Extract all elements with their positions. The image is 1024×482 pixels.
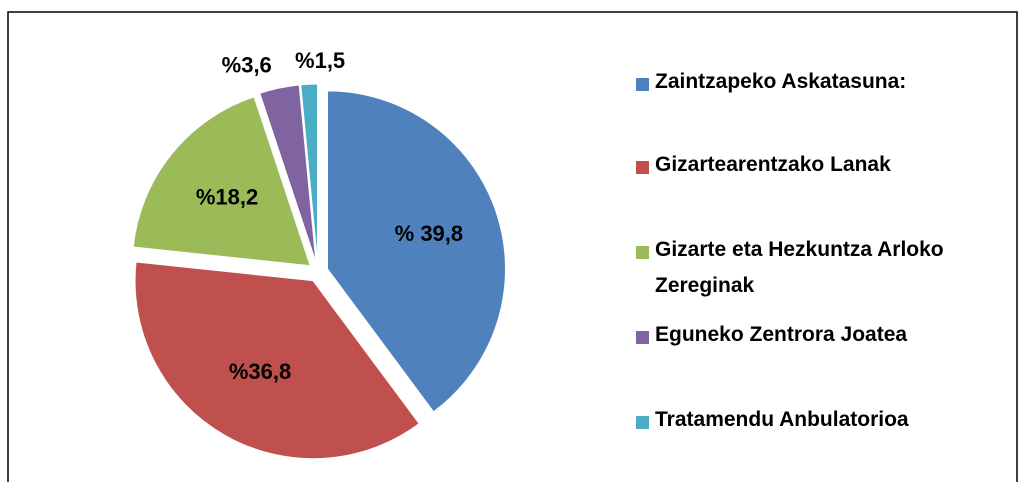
data-label: %3,6 (222, 52, 272, 77)
legend-item: Eguneko Zentrora Joatea (636, 323, 907, 353)
legend-swatch (636, 78, 649, 91)
legend-swatch (636, 161, 649, 174)
legend-label: Gizarte eta Hezkuntza Arloko Zereginak (655, 238, 944, 297)
pie-slice (259, 84, 317, 263)
legend-label: Zaintzapeko Askatasuna: (655, 70, 907, 93)
legend-swatch (636, 416, 649, 429)
data-label: %18,2 (196, 185, 258, 210)
data-label: %36,8 (229, 359, 291, 384)
legend-item: Gizarte eta Hezkuntza Arloko Zereginak (636, 238, 955, 304)
pie-slice (132, 96, 311, 267)
legend-item: Gizartearentzako Lanak (636, 153, 891, 183)
legend-swatch (636, 246, 649, 259)
legend-label: Eguneko Zentrora Joatea (655, 323, 908, 346)
legend-item: Zaintzapeko Askatasuna: (636, 70, 906, 100)
legend-item: Tratamendu Anbulatorioa (636, 408, 909, 438)
data-label: %1,5 (295, 48, 345, 73)
legend-swatch (636, 331, 649, 344)
legend-label: Tratamendu Anbulatorioa (655, 408, 909, 431)
data-label: % 39,8 (395, 221, 464, 246)
pie-slice (300, 83, 319, 263)
legend-label: Gizartearentzako Lanak (655, 153, 891, 176)
pie-slice (134, 261, 420, 460)
frame (7, 11, 1018, 482)
pie-slice (326, 90, 506, 413)
